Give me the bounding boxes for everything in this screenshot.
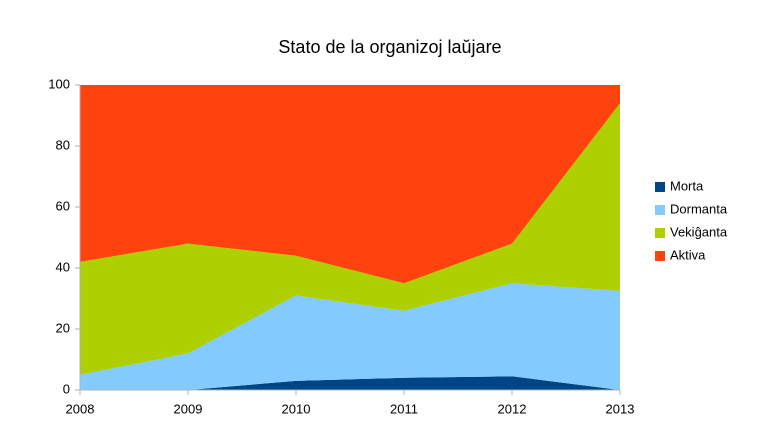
legend-swatch [655, 205, 665, 215]
area [80, 283, 620, 390]
area [80, 103, 620, 375]
x-tick-label: 2011 [390, 401, 418, 416]
legend-swatch [655, 182, 665, 192]
legend-swatch [655, 228, 665, 238]
x-tick-label: 2013 [606, 401, 635, 416]
y-tick-label: 20 [56, 320, 70, 335]
legend-label: Vekiĝanta [670, 224, 728, 239]
y-tick-label: 80 [56, 137, 70, 152]
legend-label: Aktiva [670, 247, 706, 262]
y-tick-label: 40 [56, 259, 70, 274]
y-tick-label: 100 [48, 76, 70, 91]
y-tick-label: 0 [63, 381, 70, 396]
legend-label: Morta [670, 178, 704, 193]
legend-swatch [655, 251, 665, 261]
x-tick-label: 2009 [174, 401, 203, 416]
area [80, 85, 620, 284]
x-tick-label: 2012 [498, 401, 527, 416]
chart-title: Stato de la organizoj laŭjare [278, 37, 501, 57]
legend-label: Dormanta [670, 201, 728, 216]
x-tick-label: 2008 [66, 401, 95, 416]
area [80, 376, 620, 390]
y-tick-label: 60 [56, 198, 70, 213]
x-tick-label: 2010 [282, 401, 311, 416]
